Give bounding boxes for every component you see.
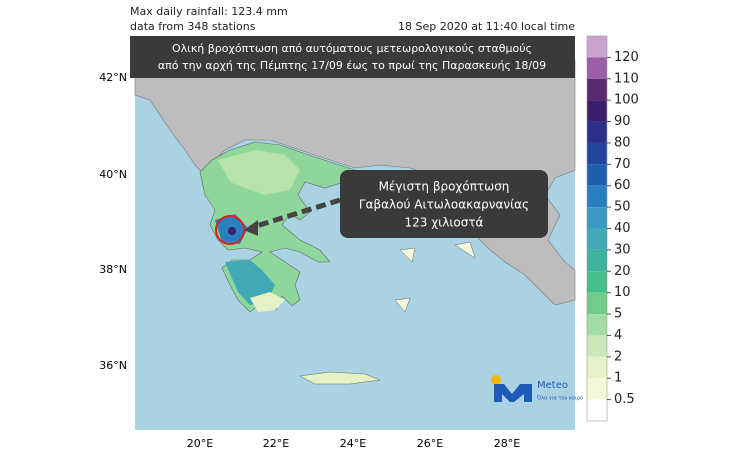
callout-box	[340, 170, 548, 238]
lon-label: 22°E	[263, 437, 289, 450]
logo-name: Meteo	[537, 380, 568, 391]
colorbar-label: 100	[614, 93, 639, 108]
colorbar-box	[587, 314, 607, 336]
callout: 123 χιλιοστά	[405, 216, 484, 230]
colorbar-label: 0.5	[614, 392, 635, 407]
stations: data from 348 stations	[130, 20, 256, 33]
colorbar-label: 30	[614, 242, 631, 257]
colorbar-box	[587, 57, 607, 79]
colorbar-box	[587, 249, 607, 272]
lon-label: 28°E	[494, 437, 520, 450]
lat-label: 36°N	[99, 359, 127, 372]
callout: Μέγιστη βροχόπτωση	[379, 180, 510, 194]
colorbar-label: 10	[614, 285, 631, 300]
callout-arrow	[249, 197, 341, 231]
logo: Meteo Όλα για τον καιρό	[491, 375, 583, 402]
logo-tagline: Όλα για τον καιρό	[536, 395, 583, 402]
map	[134, 59, 576, 430]
colorbar-label: 70	[614, 157, 631, 172]
colorbar-label: 20	[614, 264, 631, 279]
colorbar-label: 1	[614, 371, 622, 386]
colorbar-box	[587, 121, 607, 143]
title-box	[130, 36, 575, 78]
colorbar-label: 60	[614, 178, 631, 193]
arrow-head	[244, 220, 258, 236]
colorbar-box	[587, 399, 607, 421]
lon-label: 24°E	[340, 437, 366, 450]
crete	[299, 371, 381, 385]
colorbar-label: 40	[614, 221, 631, 236]
logo-sun	[491, 375, 501, 385]
lon-label: 26°E	[417, 437, 443, 450]
colorbar: 120 110 100 90 80 70 60 50 40 30 20 10 5 4 2 1 0.5	[586, 35, 639, 422]
colorbar-box	[587, 142, 607, 165]
colorbar-label: 80	[614, 135, 631, 150]
lon-label: 20°E	[187, 437, 213, 450]
colorbar-box	[587, 378, 607, 400]
colorbar-box	[587, 228, 607, 250]
colorbar-box	[587, 185, 607, 208]
colorbar-box	[587, 335, 607, 357]
colorbar-box	[587, 164, 607, 186]
title: από την αρχή της Πέμπτης 17/09 έως το πρ…	[158, 59, 546, 72]
max-point	[228, 227, 236, 235]
lat-label: 42°N	[99, 71, 127, 84]
lat-label: 38°N	[99, 263, 127, 276]
colorbar-box	[587, 356, 607, 379]
rain-zone	[250, 292, 285, 312]
callout: Γαβαλού Αιτωλοακαρνανίας	[359, 198, 529, 212]
colorbar-label: 2	[614, 349, 622, 364]
colorbar-box	[587, 100, 607, 122]
colorbar-box	[587, 36, 607, 58]
colorbar-box	[587, 292, 607, 315]
colorbar-box	[587, 207, 607, 229]
colorbar-label: 5	[614, 307, 622, 322]
colorbar-box	[587, 271, 607, 293]
colorbar-label: 90	[614, 114, 631, 129]
title: Ολική βροχόπτωση από αυτόματους μετεωρολ…	[172, 42, 532, 55]
logo-mark	[494, 384, 532, 402]
timestamp: 18 Sep 2020 at 11:40 local time	[398, 20, 575, 33]
colorbar-label: 110	[614, 71, 639, 86]
rain-zone	[225, 260, 275, 305]
colorbar-label: 4	[614, 328, 622, 343]
rain-zone	[218, 150, 300, 195]
lat-label: 40°N	[99, 168, 127, 181]
max-rainfall: Max daily rainfall: 123.4 mm	[130, 5, 288, 18]
colorbar-box	[587, 78, 607, 101]
colorbar-label: 120	[614, 50, 639, 65]
colorbar-label: 50	[614, 200, 631, 215]
